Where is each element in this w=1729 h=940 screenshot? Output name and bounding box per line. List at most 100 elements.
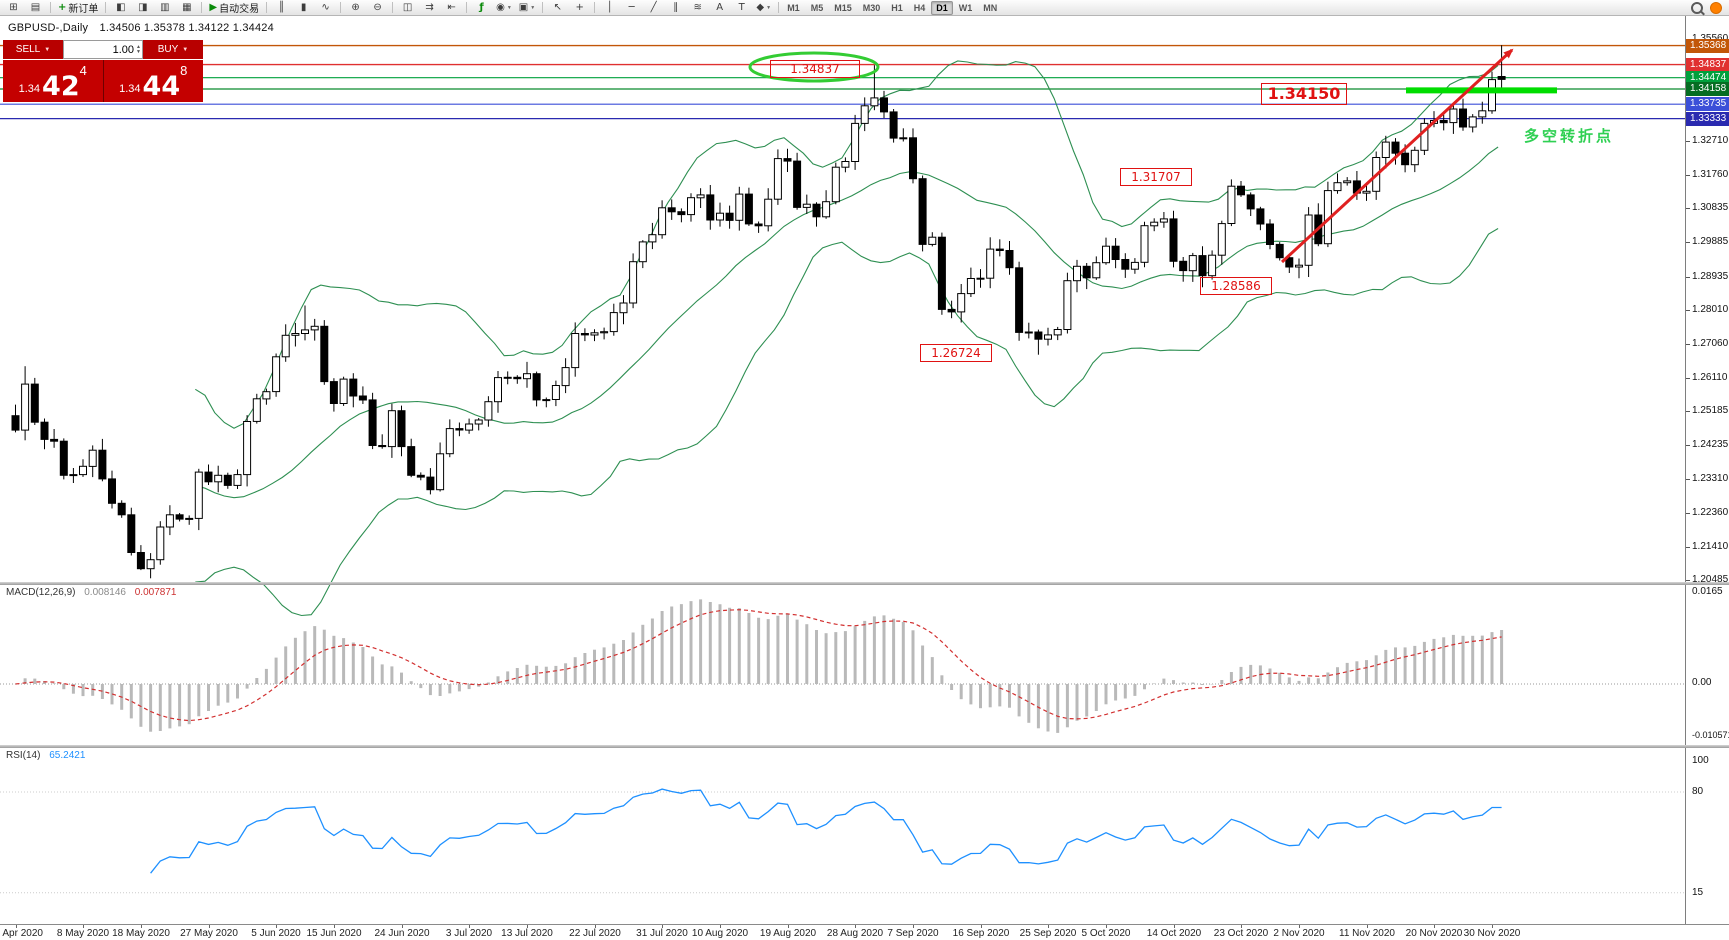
toolbar-label-button[interactable]: T [731,0,752,16]
timeframe-w1[interactable]: W1 [958,2,973,13]
toolbar-text-button[interactable]: A [709,0,730,16]
tick-mark [1686,479,1690,480]
highlight-ellipse[interactable] [748,51,880,83]
timeframe-mn[interactable]: MN [983,2,998,13]
sell-price-display[interactable]: 1.34 42 4 [3,60,103,102]
timeframe-h1[interactable]: H1 [891,2,903,13]
macd-indicator [0,599,1685,733]
price-level-label: 1.35368 [1686,39,1729,53]
toolbar-profiles-button[interactable]: ▤ [25,0,46,16]
sell-button-label: SELL [15,44,41,55]
time-label: 16 Sep 2020 [952,928,1010,939]
toolbar-candlestick-chart-button[interactable]: ▮ [293,0,314,16]
one-click-trading-panel: SELL ▼ ▲ ▼ BUY ▼ 1.34424 [3,40,203,102]
toolbar-separator [778,2,780,13]
toolbar-data-window-button[interactable]: ◨ [132,0,153,16]
price-annotation-1.28586[interactable]: 1.28586 [1200,277,1272,295]
macd-signal-value: 0.007871 [134,587,177,598]
toolbar-templates-button[interactable]: ▣ ▼ [516,0,538,16]
time-tick [720,925,721,928]
toolbar-separator [201,2,203,13]
trend-arrow[interactable] [1280,48,1514,264]
volume-stepper: ▲ ▼ [136,43,142,55]
toolbar-market-watch-button[interactable]: ◧ [110,0,131,16]
toolbar-periods-button[interactable]: ◉ ▼ [493,0,515,16]
price-annotation-1.34150[interactable]: 1.34150 [1261,83,1347,105]
toolbar-tile-windows-button[interactable]: ◫ [397,0,418,16]
search-icon[interactable] [1691,1,1703,14]
buy-price-sup: 8 [180,63,188,78]
time-label: 29 Apr 2020 [0,928,43,939]
chevron-down-icon: ▼ [182,46,189,53]
buy-price-display[interactable]: 1.34 44 8 [103,60,203,102]
timeframe-m1[interactable]: M1 [787,2,800,13]
time-label: 30 Nov 2020 [1463,928,1521,939]
toolbar-new-order-button[interactable]: + 新订单 [55,0,101,16]
toolbar-auto-scroll-button[interactable]: ⇉ [419,0,440,16]
rsi-scale-100: 100 [1692,755,1709,766]
toolbar-channel-button[interactable]: ∥ [665,0,686,16]
price-axis[interactable]: 1.355601.327101.317601.308351.298851.289… [1685,16,1729,924]
toolbar-navigator-button[interactable]: ▥ [154,0,175,16]
toolbar-cursor-button[interactable]: ↖ [547,0,568,16]
price-tick: 1.28010 [1686,304,1728,315]
time-label: 28 Aug 2020 [826,928,884,939]
time-tick [788,925,789,928]
time-label: 7 Sep 2020 [887,928,939,939]
timeframe-m5[interactable]: M5 [810,2,824,13]
timeframe-d1[interactable]: D1 [931,0,953,15]
toolbar-indicators-button[interactable]: ƒ [471,0,492,16]
panel-splitter-rsi[interactable] [0,745,1729,748]
toolbar-arrows-button[interactable]: ◆ ▼ [753,0,774,16]
sell-button[interactable]: SELL ▼ [3,40,63,59]
macd-label: MACD(12,26,9) [6,587,76,598]
timeframe-m30[interactable]: M30 [862,2,881,13]
toolbar-chart-shift-button[interactable]: ⇤ [441,0,462,16]
time-tick [83,925,84,928]
zoom-out-icon: ⊖ [373,1,382,13]
toolbar-new-chart-button[interactable]: ⊞ [3,0,24,16]
panel-splitter-macd[interactable] [0,582,1729,585]
price-annotation-1.31707[interactable]: 1.31707 [1120,168,1192,186]
time-label: 10 Aug 2020 [691,928,749,939]
toolbar-separator [392,2,394,13]
volume-input[interactable] [64,43,137,56]
toolbar-fibonacci-button[interactable]: ≋ [687,0,708,16]
timeframe-h4[interactable]: H4 [913,2,926,13]
price-annotation-1.26724[interactable]: 1.26724 [920,344,992,362]
price-chart-canvas[interactable] [0,16,1685,940]
price-annotation-1.34837[interactable]: 1.34837 [770,60,860,78]
time-tick [469,925,470,928]
new-chart-icon: ⊞ [9,1,18,13]
price-tick: 1.30835 [1686,202,1728,213]
toolbar-terminal-button[interactable]: ▦ [176,0,197,16]
chevron-down-icon: ▼ [766,4,772,11]
time-tick [1434,925,1435,928]
price-tick: 1.31760 [1686,169,1728,180]
price-tick: 1.32710 [1686,135,1728,146]
toolbar-trendline-button[interactable]: ╱ [643,0,664,16]
time-label: 5 Jun 2020 [251,928,301,939]
timeframe-m15[interactable]: M15 [834,2,852,13]
price-tick: 1.28935 [1686,271,1728,282]
time-label: 22 Jul 2020 [569,928,621,939]
chart-objects[interactable] [748,48,1557,264]
buy-button[interactable]: BUY ▼ [143,40,203,59]
toolbar-line-chart-button[interactable]: ∿ [315,0,336,16]
toolbar-vertical-line-button[interactable]: │ [599,0,620,16]
toolbar-horizontal-line-button[interactable]: ─ [621,0,642,16]
toolbar-crosshair-button[interactable]: + [569,0,590,16]
sell-price-main: 1.34 [18,83,41,95]
toolbar-zoom-in-button[interactable]: ⊕ [345,0,366,16]
volume-down-icon[interactable]: ▼ [136,48,141,55]
volume-field: ▲ ▼ [63,40,143,59]
toolbar-separator [340,2,342,13]
toolbar-bar-chart-button[interactable]: ║ [271,0,292,16]
toolbar-zoom-out-button[interactable]: ⊖ [367,0,388,16]
rsi-scale-15: 15 [1692,887,1704,898]
notifications-icon[interactable] [1710,1,1722,14]
toolbar-autotrading-button[interactable]: ▶ 自动交易 [206,0,262,16]
macd-scale-zero: 0.00 [1692,677,1712,688]
volume-up-icon[interactable]: ▲ [136,43,141,50]
